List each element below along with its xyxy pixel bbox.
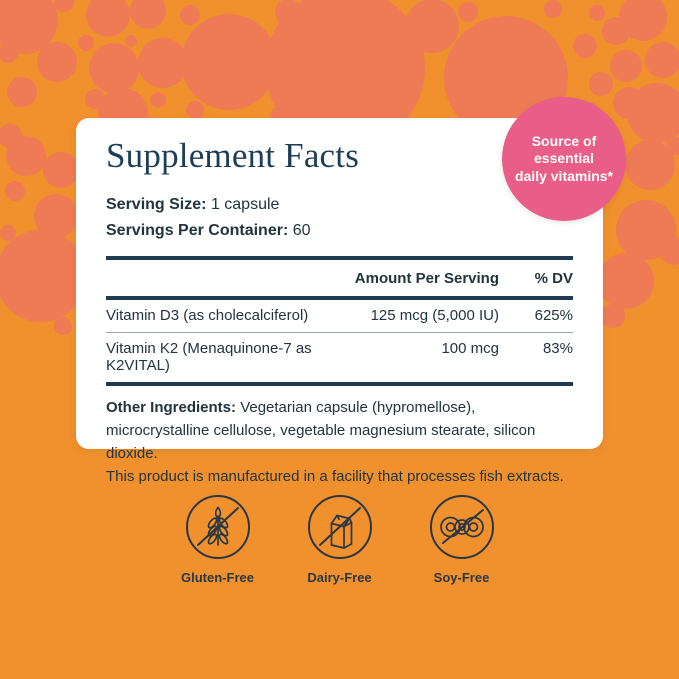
servings-per-container-line: Servings Per Container: 60 (106, 218, 573, 244)
nutrient-dv: 83% (542, 340, 573, 357)
promo-badge-text: Source of essential daily vitamins* (514, 132, 614, 184)
other-ingredients-label: Other Ingredients: (106, 399, 237, 416)
serving-size-line: Serving Size: 1 capsule (106, 192, 573, 218)
wheat-crossed-icon (185, 495, 250, 559)
feature-soy-free: Soy-Free (412, 494, 512, 585)
nutrient-name: Vitamin D3 (as cholecalciferol) (106, 307, 309, 324)
table-row: Vitamin K2 (Menaquinone-7 as K2VITAL) 10… (106, 332, 573, 382)
facility-note: This product is manufactured in a facili… (106, 468, 564, 485)
table-bottom-rule (106, 382, 573, 386)
promo-badge: Source of essential daily vitamins* (502, 97, 626, 221)
feature-label: Soy-Free (433, 570, 490, 585)
nutrient-amount: 125 mcg (5,000 IU) (370, 307, 499, 324)
feature-label: Dairy-Free (307, 570, 372, 585)
feature-label: Gluten-Free (181, 570, 254, 585)
facts-table: Amount Per Serving % DV Vitamin D3 (as c… (106, 256, 573, 386)
servings-per-container-value: 60 (292, 222, 311, 239)
soybean-crossed-icon (429, 495, 494, 559)
milk-carton-crossed-icon (307, 495, 372, 559)
percent-dv-header: % DV (534, 270, 573, 287)
allergen-free-row: Gluten-Free Dairy-Free Soy-Free (0, 494, 679, 585)
amount-per-serving-header: Amount Per Serving (354, 270, 499, 287)
table-top-rule (106, 256, 573, 260)
panel-title: Supplement Facts (106, 136, 360, 175)
nutrient-name: Vitamin K2 (Menaquinone-7 as K2VITAL) (106, 340, 312, 374)
nutrient-amount: 100 mcg (441, 340, 499, 357)
serving-size-label: Serving Size: (106, 196, 207, 213)
serving-info: Serving Size: 1 capsule Servings Per Con… (106, 192, 573, 244)
servings-per-container-label: Servings Per Container: (106, 222, 289, 239)
nutrient-dv: 625% (534, 307, 573, 324)
other-ingredients-text: Vegetarian capsule (hypromellose), micro… (106, 399, 536, 462)
other-ingredients-paragraph: Other Ingredients: Vegetarian capsule (h… (106, 396, 573, 465)
table-header-rule (106, 296, 573, 300)
table-row: Vitamin D3 (as cholecalciferol) 125 mcg … (106, 300, 573, 332)
feature-dairy-free: Dairy-Free (290, 494, 390, 585)
feature-gluten-free: Gluten-Free (168, 494, 268, 585)
table-header-row: Amount Per Serving % DV (106, 260, 573, 296)
serving-size-value: 1 capsule (210, 196, 280, 213)
